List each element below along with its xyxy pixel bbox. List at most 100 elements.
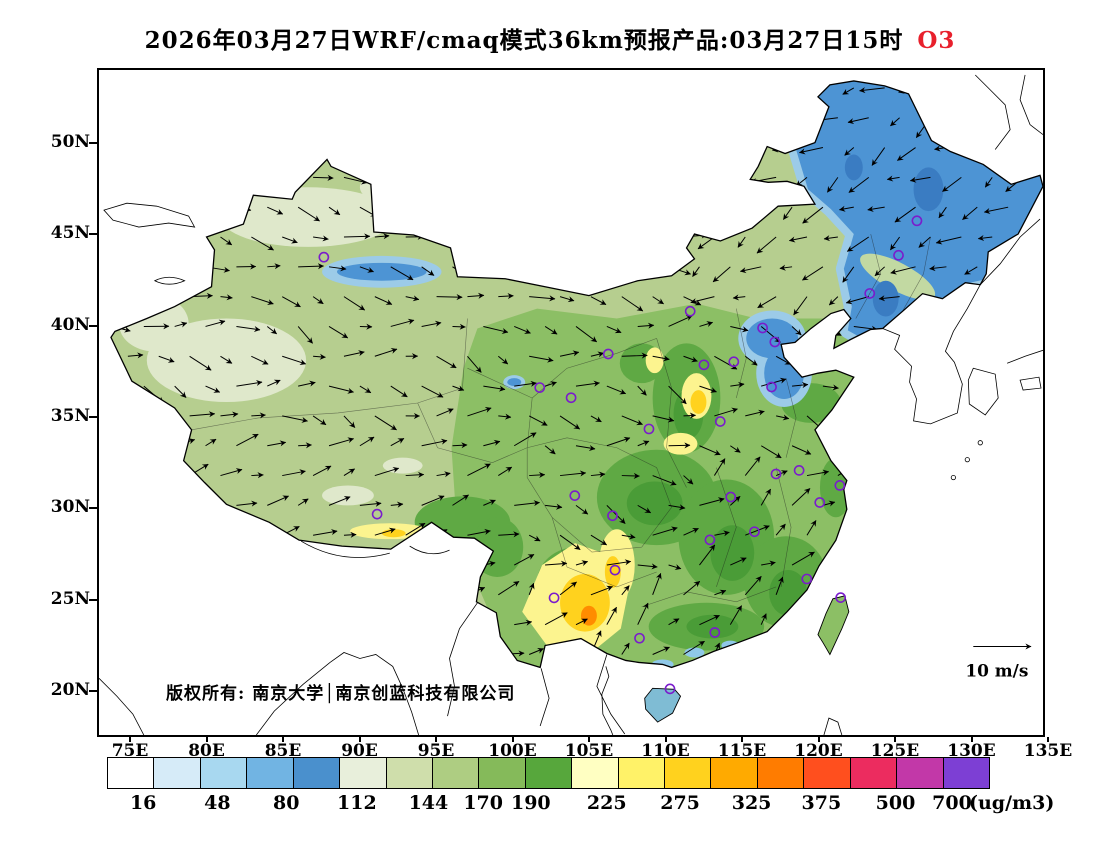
lat-label-20N: 20N	[50, 680, 90, 701]
lat-label-40N: 40N	[50, 314, 90, 335]
colorbar-cell-13	[711, 758, 758, 788]
copyright-text: 版权所有: 南京大学│南京创蓝科技有限公司	[166, 684, 516, 704]
lat-tick	[89, 598, 97, 601]
colorbar-cell-2	[200, 758, 248, 788]
colorbar-label-700: 700	[932, 792, 972, 814]
lon-tick	[741, 737, 743, 742]
city-marker-guiyang	[609, 564, 621, 576]
colorbar-cell-17	[897, 758, 944, 788]
title-text: 2026年03月27日WRF/cmaq模式36km预报产品:03月27日15时	[144, 27, 904, 54]
city-marker-yinchuan	[602, 348, 614, 360]
china-border	[110, 80, 1043, 669]
city-marker-jinan	[766, 381, 777, 393]
colorbar-label-80: 80	[273, 792, 300, 814]
city-marker-hohhot	[684, 305, 696, 317]
lon-label-120E: 120E	[794, 741, 843, 761]
lon-tick	[511, 737, 514, 742]
colorbar-label-112: 112	[337, 792, 377, 814]
taiwan-island	[817, 595, 850, 656]
colorbar-cell-11	[618, 758, 666, 788]
lat-label-25N: 25N	[50, 588, 90, 609]
city-marker-zhengzhou	[714, 416, 726, 427]
colorbar-cell-10	[572, 758, 619, 788]
pollutant-label: O3	[917, 27, 956, 54]
figure-title: 2026年03月27日WRF/cmaq模式36km预报产品:03月27日15时 O…	[0, 21, 1100, 55]
colorbar-cell-8	[479, 758, 526, 788]
lon-tick	[588, 737, 590, 742]
lat-label-30N: 30N	[50, 497, 90, 518]
lon-label-85E: 85E	[264, 741, 302, 761]
city-marker-urumqi	[318, 251, 330, 263]
coastlines	[99, 74, 1043, 735]
city-marker-chongqing	[607, 510, 618, 522]
lon-label-130E: 130E	[947, 741, 996, 761]
lon-label-75E: 75E	[111, 741, 149, 761]
colorbar-label-225: 225	[586, 792, 627, 814]
lon-label-95E: 95E	[417, 741, 455, 761]
city-marker-shanghai	[834, 480, 846, 491]
city-marker-xining	[534, 382, 546, 393]
colorbar-label-190: 190	[510, 792, 551, 814]
lon-tick	[129, 737, 131, 742]
lon-tick	[358, 737, 361, 742]
colorbar-label-16: 16	[129, 792, 157, 814]
city-marker-beijing	[757, 322, 768, 334]
lon-label-100E: 100E	[488, 741, 537, 761]
lon-tick	[894, 737, 896, 742]
lon-label-125E: 125E	[870, 741, 920, 761]
city-marker-harbin	[911, 215, 923, 227]
lon-tick	[282, 737, 284, 742]
city-marker-taiyuan	[698, 359, 710, 371]
province-borders	[191, 233, 931, 608]
lat-label-50N: 50N	[50, 132, 90, 152]
wind-ref-label: 10 m/s	[965, 660, 1028, 680]
city-marker-changchun	[893, 249, 904, 261]
lon-tick	[435, 737, 437, 742]
lat-tick	[89, 690, 97, 693]
colorbar-cell-4	[293, 758, 341, 788]
lat-label-35N: 35N	[50, 406, 90, 427]
colorbar-label-500: 500	[875, 792, 916, 814]
lon-tick	[1047, 737, 1049, 742]
lat-tick	[89, 416, 97, 419]
lon-label-115E: 115E	[717, 741, 767, 761]
lon-tick	[664, 737, 667, 742]
colorbar-cell-9	[525, 758, 573, 788]
lon-label-135E: 135E	[1023, 741, 1073, 761]
city-marker-shenyang	[864, 288, 876, 299]
lat-tick	[89, 507, 97, 510]
colorbar-cell-18	[943, 758, 990, 788]
lon-label-90E: 90E	[341, 741, 378, 761]
lon-label-110E: 110E	[641, 741, 690, 761]
lon-tick	[970, 737, 973, 742]
map-svg: 10 m/s	[99, 74, 1043, 735]
colorbar-cell-15	[804, 758, 851, 788]
city-marker-nanchang	[749, 526, 760, 538]
colorbar-label-275: 275	[660, 792, 700, 814]
city-marker-taipei	[835, 592, 847, 603]
city-marker-lhasa	[371, 508, 383, 520]
colorbar-cell-16	[850, 758, 898, 788]
lat-tick	[89, 233, 97, 236]
lat-tick	[89, 142, 97, 144]
colorbar-cell-1	[154, 758, 201, 788]
city-marker-tianjin	[769, 336, 781, 348]
lon-tick	[205, 737, 208, 742]
city-marker-hefei	[770, 468, 782, 480]
city-marker-wuhan	[725, 491, 737, 503]
colorbar-cell-7	[432, 758, 480, 788]
lon-label-105E: 105E	[564, 741, 614, 761]
city-marker-changsha	[704, 534, 716, 546]
city-markers	[318, 215, 923, 695]
lat-tick	[89, 324, 97, 327]
colorbar-cell-3	[247, 758, 294, 788]
city-marker-kunming	[548, 592, 560, 604]
lon-label-80E: 80E	[188, 741, 225, 761]
city-marker-fuzhou	[801, 573, 813, 585]
lat-label-45N: 45N	[50, 223, 90, 244]
city-marker-xian	[643, 423, 655, 435]
wind-reference: 10 m/s	[965, 643, 1032, 680]
city-marker-hangzhou	[814, 497, 826, 508]
city-marker-haikou	[664, 683, 676, 695]
